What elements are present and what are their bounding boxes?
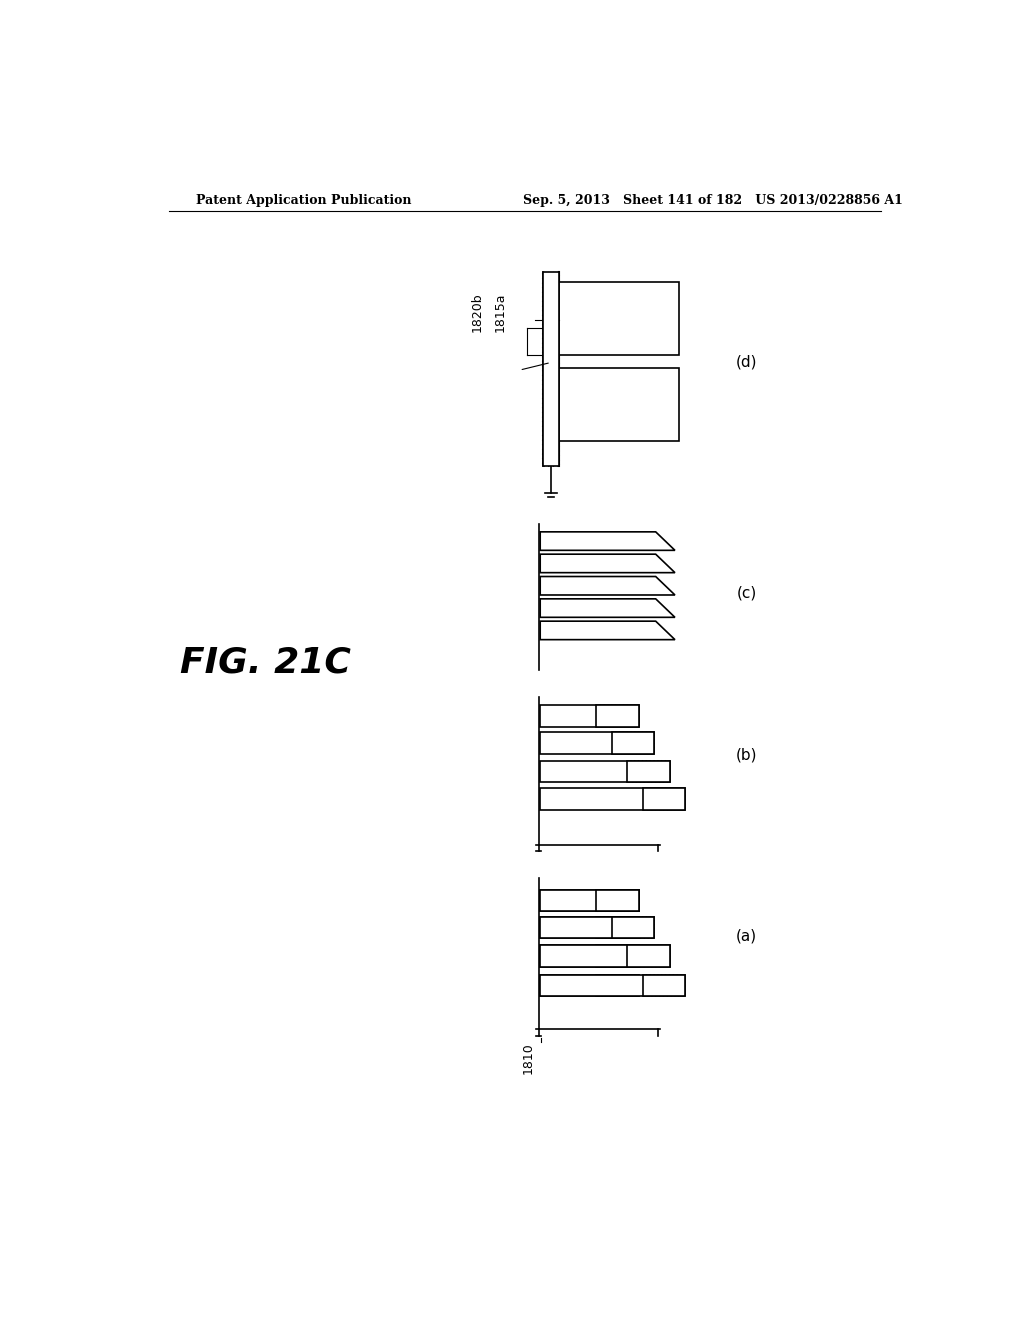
Text: (a): (a) [736,928,757,944]
Text: Patent Application Publication: Patent Application Publication [196,194,412,207]
Bar [541,974,685,997]
Bar [541,733,654,754]
Bar [541,705,639,726]
Text: Sep. 5, 2013   Sheet 141 of 182   US 2013/0228856 A1: Sep. 5, 2013 Sheet 141 of 182 US 2013/02… [523,194,903,207]
Polygon shape [541,577,675,595]
Bar [541,974,639,997]
Text: (c): (c) [736,586,757,601]
Bar [596,974,639,997]
Polygon shape [541,622,675,640]
Bar [628,760,670,781]
Bar [541,760,670,781]
Text: 1815a: 1815a [494,293,507,333]
Polygon shape [541,554,675,573]
Bar [541,945,670,966]
Bar [541,890,639,911]
Bar [596,917,639,939]
Text: 1820b: 1820b [471,293,483,333]
Bar [628,945,670,966]
Bar [611,917,654,939]
Bar [596,705,639,726]
Bar [541,917,639,939]
Text: FIG. 21C: FIG. 21C [180,645,351,680]
Bar [559,368,679,441]
Bar [643,974,685,997]
Bar [596,890,639,911]
Bar [541,917,654,939]
Text: 1810: 1810 [522,1043,535,1074]
Bar [596,945,639,966]
Bar [611,733,654,754]
Bar [543,272,559,466]
Polygon shape [541,532,675,550]
Bar [596,890,639,911]
Bar [541,890,639,911]
Bar [559,281,679,355]
Polygon shape [541,599,675,618]
Text: (b): (b) [736,747,758,763]
Bar [541,788,685,810]
Bar [643,788,685,810]
Bar [541,945,639,966]
Text: (d): (d) [736,355,758,370]
